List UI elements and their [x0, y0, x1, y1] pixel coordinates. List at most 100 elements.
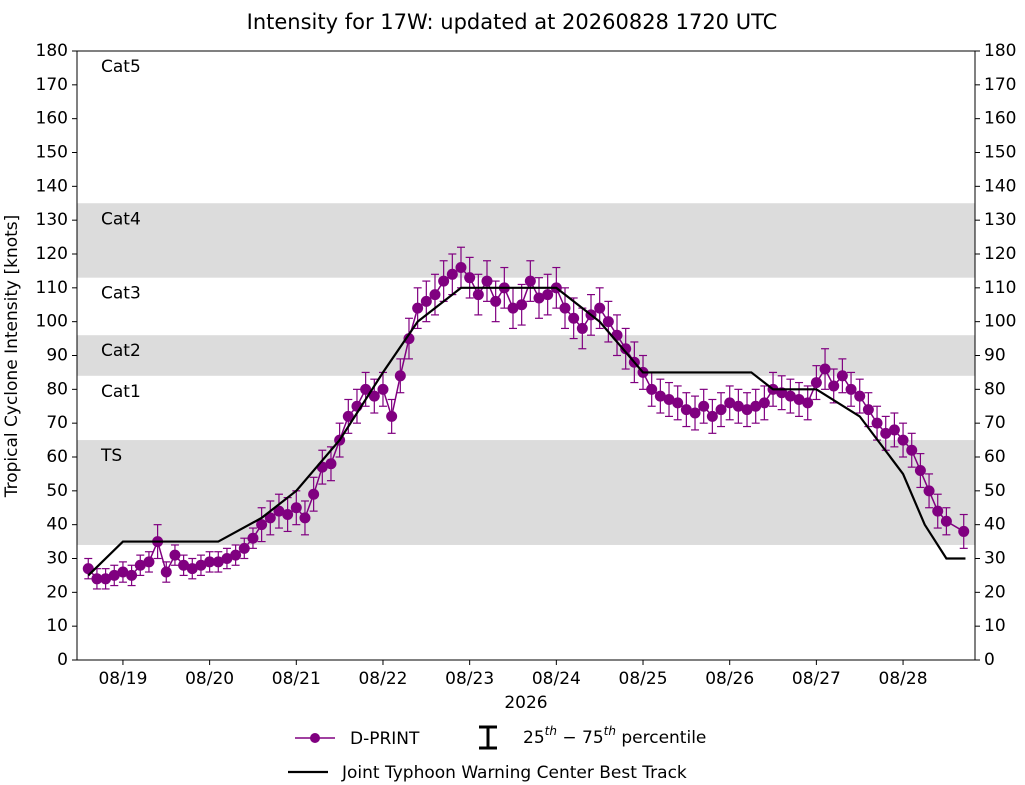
dprint-point	[204, 556, 216, 568]
dprint-point	[706, 410, 718, 422]
dprint-point	[732, 400, 744, 412]
y2-tick-label: 150	[984, 143, 1016, 163]
dprint-point	[923, 485, 935, 497]
y-tick-label: 120	[36, 244, 68, 264]
y-tick-label: 160	[36, 109, 68, 129]
dprint-point	[273, 505, 285, 517]
band-label: Cat5	[101, 57, 141, 77]
dprint-point	[784, 390, 796, 402]
dprint-point	[169, 549, 181, 561]
x-tick-label: 08/19	[98, 669, 147, 689]
y2-tick-label: 40	[984, 515, 1006, 535]
dprint-point	[810, 377, 822, 389]
dprint-point	[663, 393, 675, 405]
dprint-point	[698, 400, 710, 412]
dprint-point	[836, 370, 848, 382]
y-tick-label: 130	[36, 210, 68, 230]
dprint-point	[940, 515, 952, 527]
y2-tick-label: 20	[984, 582, 1006, 602]
dprint-point	[533, 292, 545, 304]
y2-tick-label: 170	[984, 75, 1016, 95]
dprint-point	[126, 569, 138, 581]
dprint-point	[793, 393, 805, 405]
y2-tick-label: 50	[984, 481, 1006, 501]
dprint-point	[871, 417, 883, 429]
dprint-point	[178, 559, 190, 571]
dprint-point	[568, 312, 580, 324]
dprint-point	[897, 434, 909, 446]
dprint-point	[100, 573, 112, 585]
dprint-point	[724, 397, 736, 409]
dprint-point	[507, 302, 519, 314]
dprint-point	[134, 559, 146, 571]
y-tick-label: 80	[46, 379, 68, 399]
dprint-point	[325, 458, 337, 470]
dprint-point	[646, 383, 658, 395]
dprint-point	[342, 410, 354, 422]
dprint-point	[429, 289, 441, 301]
legend-marker	[310, 733, 320, 743]
x-tick-label: 08/20	[185, 669, 234, 689]
dprint-point	[212, 556, 224, 568]
dprint-point	[481, 275, 493, 287]
dprint-point	[542, 289, 554, 301]
band-label: Cat4	[101, 209, 141, 229]
legend-label: D-PRINT	[350, 729, 420, 749]
dprint-point	[828, 380, 840, 392]
y-tick-label: 40	[46, 515, 68, 535]
dprint-point	[160, 566, 172, 578]
dprint-point	[238, 542, 250, 554]
y2-tick-label: 100	[984, 312, 1016, 332]
x-tick-label: 08/23	[445, 669, 494, 689]
y-axis-label: Tropical Cyclone Intensity [knots]	[2, 215, 22, 499]
dprint-point	[854, 390, 866, 402]
dprint-point	[464, 272, 476, 284]
dprint-point	[888, 424, 900, 436]
dprint-point	[195, 559, 207, 571]
x-axis-label: 2026	[504, 693, 547, 713]
dprint-point	[377, 383, 389, 395]
legend-text: 25	[523, 728, 545, 748]
y2-tick-label: 90	[984, 346, 1006, 366]
dprint-point	[290, 502, 302, 514]
legend-errorbar-icon	[479, 725, 497, 750]
y-tick-label: 90	[46, 346, 68, 366]
dprint-point	[221, 553, 233, 564]
dprint-point	[117, 566, 129, 578]
legend-text: th	[604, 724, 616, 738]
y2-tick-label: 130	[984, 210, 1016, 230]
y-tick-label: 110	[36, 278, 68, 298]
dprint-point	[845, 383, 857, 395]
dprint-point	[819, 363, 831, 375]
y-tick-label: 180	[36, 41, 68, 61]
y-tick-label: 140	[36, 176, 68, 196]
dprint-point	[750, 400, 762, 412]
y-tick-label: 170	[36, 75, 68, 95]
legend-label: Joint Typhoon Warning Center Best Track	[341, 763, 687, 783]
dprint-point	[472, 289, 484, 301]
dprint-point	[420, 295, 432, 307]
dprint-point	[394, 370, 406, 382]
y-tick-label: 150	[36, 143, 68, 163]
dprint-point	[455, 262, 467, 274]
y2-tick-label: 120	[984, 244, 1016, 264]
dprint-point	[602, 316, 614, 328]
dprint-point	[906, 444, 918, 456]
y-tick-label: 30	[46, 549, 68, 569]
dprint-point	[247, 532, 259, 544]
x-tick-label: 08/27	[792, 669, 841, 689]
x-tick-label: 08/28	[879, 669, 928, 689]
dprint-point	[516, 299, 528, 311]
dprint-point	[880, 427, 892, 439]
dprint-point	[758, 397, 770, 409]
dprint-point	[264, 512, 276, 524]
dprint-point	[932, 505, 944, 517]
dprint-point	[680, 404, 692, 416]
legend-label: 25th − 75th percentile	[523, 724, 706, 749]
dprint-point	[490, 295, 502, 307]
intensity-band	[77, 440, 975, 545]
dprint-point	[299, 512, 311, 524]
y2-tick-label: 180	[984, 41, 1016, 61]
chart-title: Intensity for 17W: updated at 20260828 1…	[247, 10, 778, 34]
